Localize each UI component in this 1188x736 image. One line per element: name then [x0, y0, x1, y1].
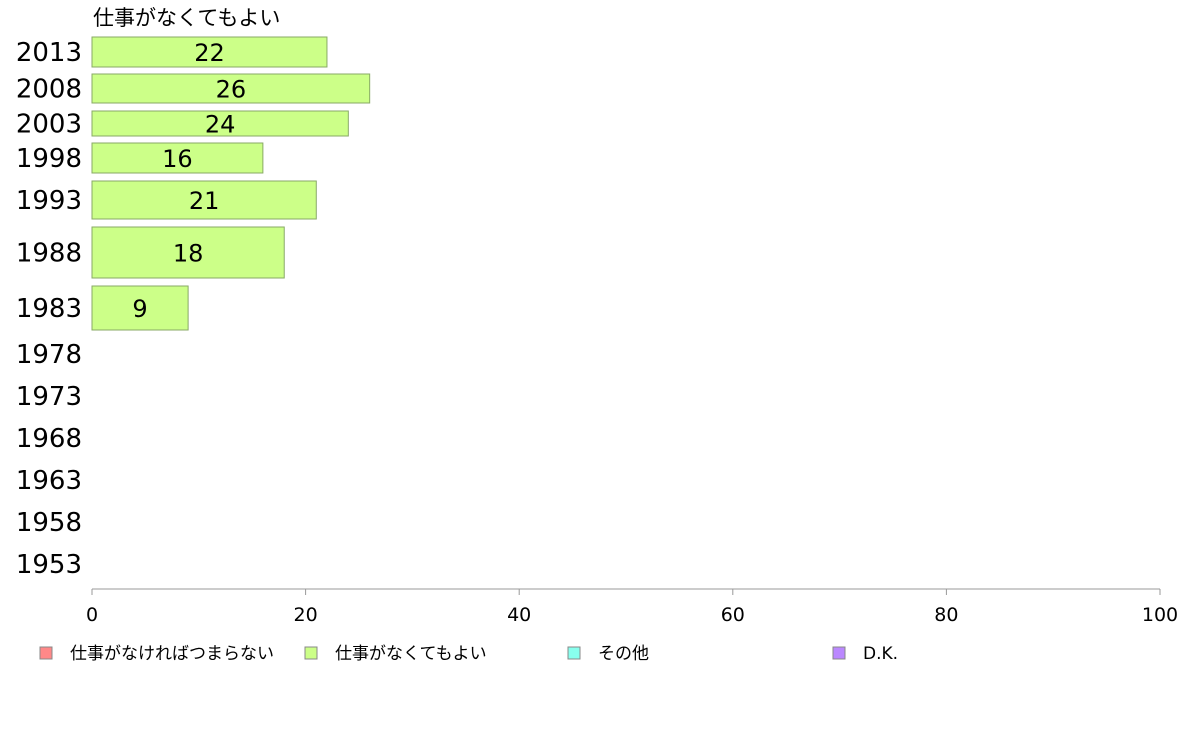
year-label: 1978 — [16, 340, 82, 370]
bar-2008 — [91, 73, 371, 104]
x-tick-label: 0 — [86, 604, 98, 626]
bar-1998 — [91, 142, 264, 174]
legend-label: その他 — [598, 644, 649, 664]
series-title: 仕事がなくてもよい — [93, 6, 280, 30]
year-label: 2008 — [16, 75, 82, 105]
legend-swatch — [832, 646, 846, 660]
bar-1993 — [91, 180, 317, 220]
x-tick-label: 40 — [507, 604, 531, 626]
legend-label: 仕事がなければつまらない — [70, 644, 274, 664]
bar-value-label: 18 — [173, 240, 204, 268]
year-label: 1963 — [16, 466, 82, 496]
bar-2003 — [91, 110, 349, 137]
x-tick-label: 100 — [1142, 604, 1178, 626]
legend-label: 仕事がなくてもよい — [335, 644, 487, 664]
legend-swatch — [304, 646, 318, 660]
year-label: 2003 — [16, 110, 82, 140]
year-label: 1988 — [16, 239, 82, 269]
year-label: 1968 — [16, 424, 82, 454]
bar-value-label: 9 — [132, 295, 147, 323]
bar-1983 — [91, 285, 189, 331]
legend-swatch — [567, 646, 581, 660]
bar-value-label: 22 — [194, 39, 225, 67]
x-tick-label: 80 — [934, 604, 958, 626]
bar-2013 — [91, 36, 328, 68]
bar-1988 — [91, 226, 285, 279]
bar-value-label: 24 — [205, 111, 236, 139]
year-label: 1973 — [16, 382, 82, 412]
bar-value-label: 16 — [162, 145, 193, 173]
x-tick-label: 20 — [294, 604, 318, 626]
year-label: 1953 — [16, 550, 82, 580]
bar-value-label: 26 — [216, 76, 247, 104]
year-label: 1998 — [16, 144, 82, 174]
year-label: 1983 — [16, 294, 82, 324]
year-label: 2013 — [16, 38, 82, 68]
legend-swatch — [39, 646, 53, 660]
legend-label: D.K. — [863, 644, 898, 664]
year-label: 1993 — [16, 186, 82, 216]
bar-value-label: 21 — [189, 187, 220, 215]
x-tick-label: 60 — [721, 604, 745, 626]
year-label: 1958 — [16, 508, 82, 538]
